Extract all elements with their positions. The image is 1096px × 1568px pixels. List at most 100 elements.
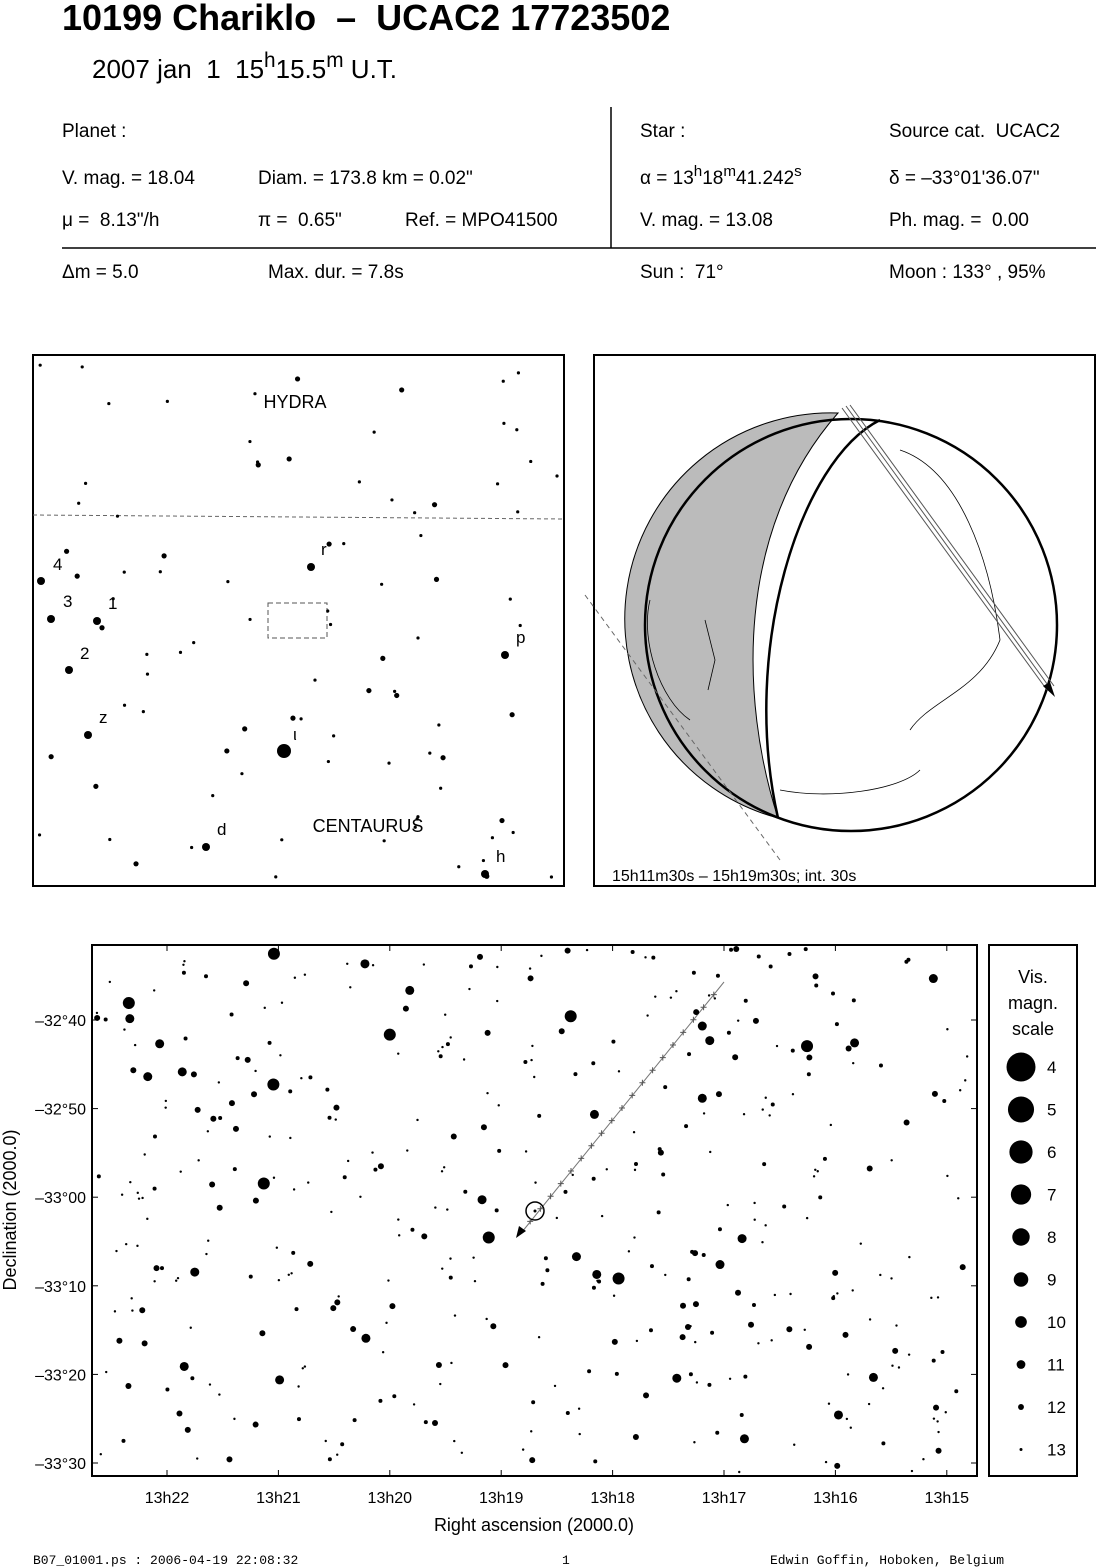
- star: [206, 1130, 210, 1133]
- star: [964, 1079, 967, 1082]
- star: [95, 1011, 99, 1015]
- star: [728, 1377, 732, 1380]
- star: [299, 717, 303, 721]
- star: [910, 1469, 914, 1473]
- star: [822, 1156, 827, 1161]
- star: [657, 1147, 662, 1152]
- magnitude-label: 4: [1047, 1058, 1056, 1077]
- star: [527, 975, 534, 982]
- star: [656, 1210, 661, 1215]
- star: [130, 1297, 133, 1300]
- x-tick-label: 13h19: [479, 1490, 524, 1507]
- star: [136, 1244, 139, 1248]
- track-tick: [547, 1193, 554, 1200]
- star: [537, 1336, 541, 1339]
- star: [255, 462, 261, 468]
- star: [931, 1090, 938, 1097]
- star: [326, 609, 330, 613]
- star-label: d: [217, 820, 226, 839]
- star: [518, 623, 522, 628]
- star: [373, 1167, 378, 1172]
- star: [327, 1115, 332, 1120]
- mu: μ = 8.13"/h: [62, 210, 159, 231]
- star: [196, 1457, 199, 1460]
- star: [476, 953, 483, 960]
- star: [122, 570, 126, 574]
- star: [545, 1268, 550, 1273]
- star: [440, 755, 446, 761]
- star: [416, 636, 420, 640]
- x-tick-label: 13h22: [145, 1490, 190, 1507]
- star: [897, 1366, 901, 1369]
- star: [202, 843, 210, 851]
- star: [614, 1371, 619, 1376]
- star: [540, 1281, 545, 1286]
- track-tick: [619, 1105, 625, 1111]
- star: [332, 734, 336, 738]
- star: [164, 1099, 168, 1103]
- text-part: 15.5: [276, 54, 327, 84]
- star-chart: Right ascension (2000.0) Declination (20…: [0, 944, 978, 1535]
- star: [267, 947, 280, 960]
- star: [303, 973, 307, 976]
- star: [490, 1323, 497, 1330]
- star: [161, 553, 167, 559]
- x-tick-label: 13h20: [368, 1490, 413, 1507]
- star: [684, 1324, 691, 1331]
- star: [125, 1014, 135, 1024]
- star: [124, 1242, 128, 1246]
- star: [252, 1197, 259, 1204]
- track-tick: [710, 991, 717, 998]
- star: [726, 1203, 729, 1207]
- star: [651, 955, 656, 960]
- star-heading: Star :: [640, 121, 685, 142]
- planet-heading: Planet :: [62, 121, 126, 142]
- star: [280, 838, 284, 842]
- star: [152, 1186, 157, 1191]
- x-tick-label: 13h16: [813, 1490, 858, 1507]
- star: [842, 1331, 849, 1338]
- star: [139, 1307, 146, 1314]
- star: [143, 1153, 146, 1156]
- star: [294, 376, 301, 382]
- star: [235, 1056, 240, 1061]
- star: [748, 1321, 755, 1328]
- star: [868, 1318, 872, 1321]
- star: [743, 998, 748, 1003]
- star: [617, 1070, 621, 1073]
- superscript: s: [794, 163, 802, 180]
- magnitude-label: 8: [1047, 1228, 1056, 1247]
- star: [141, 1196, 144, 1200]
- star: [288, 1089, 293, 1094]
- limit-line: [584, 594, 781, 861]
- star: [521, 1448, 525, 1451]
- star: [410, 1227, 415, 1232]
- star: [292, 1188, 296, 1191]
- star: [661, 1172, 666, 1177]
- star: [274, 875, 278, 879]
- star-label: h: [496, 847, 505, 866]
- footer-page: 1: [562, 1553, 570, 1568]
- star: [179, 1361, 189, 1371]
- star: [531, 1044, 534, 1048]
- star: [679, 1334, 686, 1341]
- star: [280, 1001, 284, 1004]
- delta-mag: Δm = 5.0: [62, 262, 139, 283]
- star: [752, 1017, 759, 1024]
- star: [942, 1098, 947, 1103]
- star: [818, 1195, 823, 1200]
- star: [441, 1045, 444, 1049]
- star-vmag: V. mag. = 13.08: [640, 210, 773, 231]
- star: [257, 1177, 270, 1190]
- star: [468, 987, 471, 991]
- source: Source cat. UCAC2: [889, 121, 1060, 142]
- star: [324, 1439, 327, 1443]
- star: [233, 1417, 236, 1421]
- star: [210, 1115, 217, 1122]
- star: [296, 1417, 301, 1422]
- star: [115, 1249, 118, 1253]
- star: [290, 1272, 293, 1275]
- star: [611, 1338, 618, 1345]
- star: [226, 580, 230, 584]
